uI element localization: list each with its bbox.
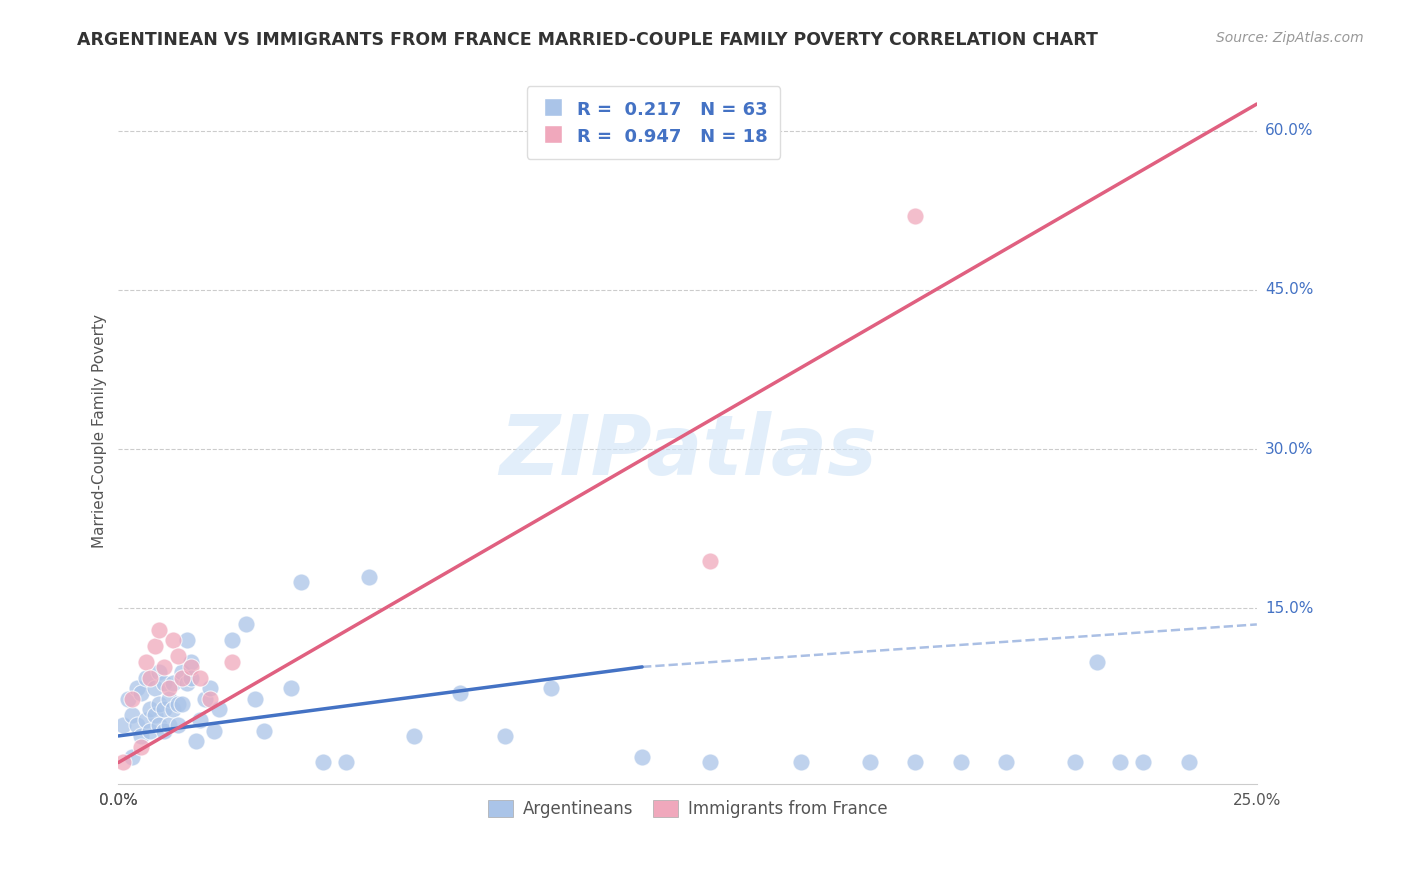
Point xyxy=(135,655,157,669)
Point xyxy=(129,739,152,754)
Point xyxy=(157,718,180,732)
Point xyxy=(540,681,562,695)
Point xyxy=(153,702,176,716)
Point xyxy=(139,702,162,716)
Point xyxy=(129,686,152,700)
Text: 30.0%: 30.0% xyxy=(1265,442,1313,457)
Point xyxy=(157,681,180,695)
Point xyxy=(153,660,176,674)
Point xyxy=(125,681,148,695)
Point xyxy=(280,681,302,695)
Point xyxy=(121,750,143,764)
Point xyxy=(121,707,143,722)
Text: 25.0%: 25.0% xyxy=(1233,793,1281,808)
Point xyxy=(904,209,927,223)
Point xyxy=(125,718,148,732)
Point xyxy=(143,639,166,653)
Text: 45.0%: 45.0% xyxy=(1265,283,1313,297)
Point xyxy=(190,713,212,727)
Point xyxy=(1109,756,1132,770)
Point xyxy=(221,633,243,648)
Point xyxy=(202,723,225,738)
Text: 60.0%: 60.0% xyxy=(1265,123,1313,138)
Point xyxy=(148,623,170,637)
Point xyxy=(172,665,194,680)
Point xyxy=(162,702,184,716)
Point xyxy=(157,691,180,706)
Point xyxy=(129,729,152,743)
Point xyxy=(184,734,207,748)
Point xyxy=(166,718,188,732)
Point xyxy=(180,655,202,669)
Point xyxy=(153,723,176,738)
Point xyxy=(148,665,170,680)
Text: 15.0%: 15.0% xyxy=(1265,601,1313,616)
Point xyxy=(859,756,882,770)
Point xyxy=(176,633,198,648)
Point xyxy=(135,713,157,727)
Point xyxy=(235,617,257,632)
Point xyxy=(1087,655,1109,669)
Point xyxy=(111,756,134,770)
Point xyxy=(1177,756,1199,770)
Point xyxy=(172,671,194,685)
Point xyxy=(111,718,134,732)
Point xyxy=(190,671,212,685)
Point xyxy=(162,676,184,690)
Point xyxy=(139,671,162,685)
Point xyxy=(790,756,813,770)
Point xyxy=(221,655,243,669)
Point xyxy=(166,697,188,711)
Text: ARGENTINEAN VS IMMIGRANTS FROM FRANCE MARRIED-COUPLE FAMILY POVERTY CORRELATION : ARGENTINEAN VS IMMIGRANTS FROM FRANCE MA… xyxy=(77,31,1098,49)
Point xyxy=(143,681,166,695)
Point xyxy=(198,691,221,706)
Point xyxy=(162,633,184,648)
Point xyxy=(1132,756,1154,770)
Text: ZIPatlas: ZIPatlas xyxy=(499,411,876,492)
Point xyxy=(148,697,170,711)
Y-axis label: Married-Couple Family Poverty: Married-Couple Family Poverty xyxy=(93,314,107,548)
Point xyxy=(949,756,972,770)
Point xyxy=(495,729,517,743)
Point xyxy=(1063,756,1085,770)
Point xyxy=(172,697,194,711)
Point xyxy=(290,574,312,589)
Point xyxy=(243,691,266,706)
Legend: Argentineans, Immigrants from France: Argentineans, Immigrants from France xyxy=(481,793,894,825)
Text: 0.0%: 0.0% xyxy=(98,793,138,808)
Point xyxy=(995,756,1018,770)
Point xyxy=(153,676,176,690)
Point xyxy=(180,671,202,685)
Point xyxy=(117,691,139,706)
Point xyxy=(135,671,157,685)
Point xyxy=(904,756,927,770)
Point xyxy=(357,569,380,583)
Text: Source: ZipAtlas.com: Source: ZipAtlas.com xyxy=(1216,31,1364,45)
Point xyxy=(335,756,357,770)
Point xyxy=(198,681,221,695)
Point xyxy=(404,729,426,743)
Point xyxy=(143,707,166,722)
Point xyxy=(176,676,198,690)
Point xyxy=(121,691,143,706)
Point xyxy=(449,686,471,700)
Point xyxy=(166,649,188,664)
Point xyxy=(207,702,229,716)
Point xyxy=(699,756,721,770)
Point xyxy=(148,718,170,732)
Point xyxy=(194,691,217,706)
Point xyxy=(139,723,162,738)
Point xyxy=(631,750,654,764)
Point xyxy=(180,660,202,674)
Point xyxy=(699,554,721,568)
Point xyxy=(253,723,276,738)
Text: 0.0%: 0.0% xyxy=(98,793,138,808)
Point xyxy=(312,756,335,770)
